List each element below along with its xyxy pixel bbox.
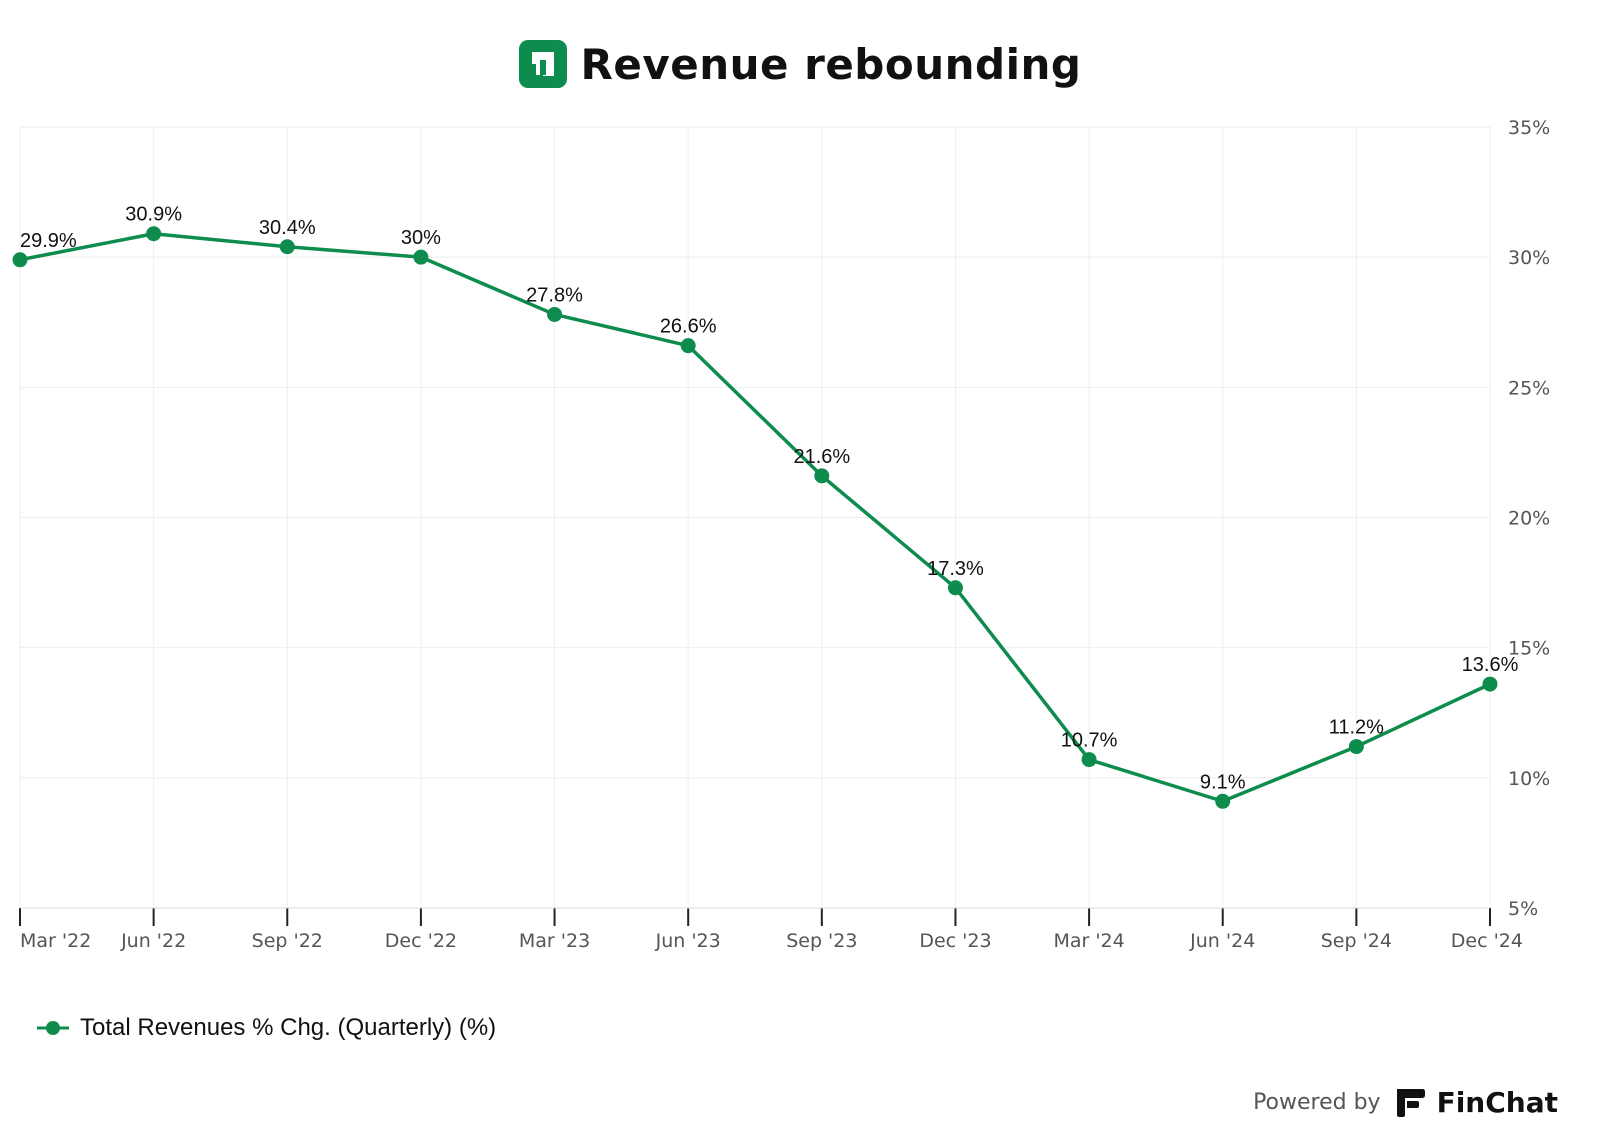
x-tick-label: Mar '23 xyxy=(519,930,590,952)
data-label: 30% xyxy=(401,227,441,249)
data-point[interactable] xyxy=(1081,752,1097,768)
data-label: 27.8% xyxy=(526,284,583,306)
x-tick-label: Mar '22 xyxy=(20,930,91,952)
data-label: 9.1% xyxy=(1200,771,1246,793)
finchat-brand-name: FinChat xyxy=(1436,1085,1558,1119)
y-tick-label: 10% xyxy=(1508,768,1550,790)
y-tick-label: 30% xyxy=(1508,247,1550,269)
legend-label: Total Revenues % Chg. (Quarterly) (%) xyxy=(80,1014,497,1041)
data-point[interactable] xyxy=(146,226,162,242)
finchat-logo-icon xyxy=(1396,1089,1425,1117)
chart-title-text: Revenue rebounding xyxy=(580,39,1082,89)
x-tick-label: Sep '24 xyxy=(1321,930,1392,952)
data-label: 11.2% xyxy=(1329,717,1384,739)
x-tick-label: Mar '24 xyxy=(1053,930,1124,952)
data-point[interactable] xyxy=(1215,793,1231,809)
legend[interactable]: Total Revenues % Chg. (Quarterly) (%) xyxy=(36,1010,496,1046)
data-point[interactable] xyxy=(413,249,429,265)
data-point[interactable] xyxy=(279,239,295,255)
series-line xyxy=(19,231,1491,804)
data-point[interactable] xyxy=(12,252,28,268)
y-axis: 5% 10% 15% 20% 25% 30% 35% xyxy=(1508,117,1550,920)
x-tick-label: Dec '23 xyxy=(919,930,991,952)
data-label: 30.9% xyxy=(125,204,182,226)
data-point[interactable] xyxy=(1482,676,1498,692)
y-tick-label: 35% xyxy=(1508,117,1550,139)
data-label: 13.6% xyxy=(1462,654,1519,676)
powered-by-text: Powered by xyxy=(1253,1089,1381,1115)
x-tick-label: Sep '23 xyxy=(786,930,857,952)
data-label: 10.7% xyxy=(1061,730,1118,752)
y-tick-label: 5% xyxy=(1508,898,1538,920)
data-label: 21.6% xyxy=(793,446,850,468)
x-tick-label: Jun '24 xyxy=(1189,930,1255,952)
data-point[interactable] xyxy=(1348,739,1364,755)
x-tick-label: Jun '22 xyxy=(120,930,186,952)
x-tick-label: Dec '24 xyxy=(1451,930,1523,952)
data-label: 26.6% xyxy=(660,316,717,338)
company-logo-icon xyxy=(518,40,567,88)
x-axis: Mar '22 Jun '22 Sep '22 Dec '22 Mar '23 Jun '… xyxy=(19,907,1523,952)
data-label: 30.4% xyxy=(259,217,316,239)
x-tick-label: Dec '22 xyxy=(385,930,457,952)
legend-marker-icon xyxy=(37,1021,69,1035)
powered-by-footer[interactable]: Powered by FinChat xyxy=(1253,1082,1558,1122)
data-label: 17.3% xyxy=(927,558,984,580)
x-tick-label: Jun '23 xyxy=(655,930,721,952)
y-tick-label: 20% xyxy=(1508,508,1550,530)
data-label: 29.9% xyxy=(20,230,77,252)
data-point[interactable] xyxy=(680,338,696,354)
data-point[interactable] xyxy=(547,306,563,322)
y-tick-label: 15% xyxy=(1508,638,1550,660)
grid-lines xyxy=(19,126,1491,908)
data-point[interactable] xyxy=(814,468,830,484)
data-point[interactable] xyxy=(947,580,963,596)
series-group: 29.9% 30.9% 30.4% 30% 27.8% 26.6% 21.6% 17.3% 10… xyxy=(12,204,1519,809)
chart-title: Revenue rebounding xyxy=(0,36,1600,92)
y-tick-label: 25% xyxy=(1508,377,1550,399)
x-tick-label: Sep '22 xyxy=(252,930,323,952)
